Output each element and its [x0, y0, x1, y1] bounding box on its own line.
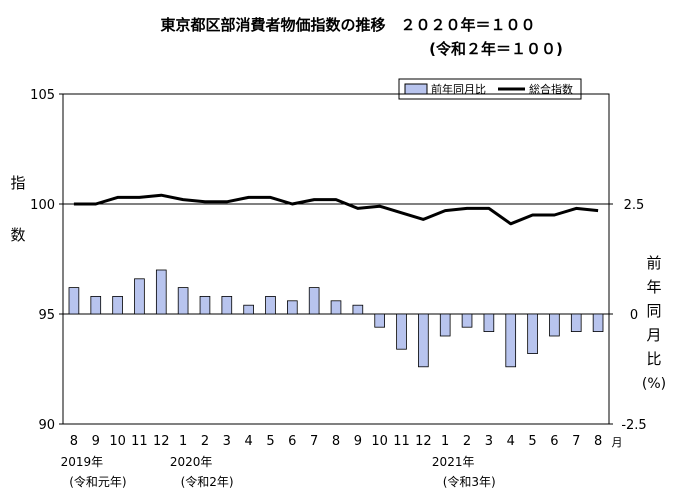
right-tick-label: 2.5 — [624, 198, 645, 213]
right-axis-title-2: 年 — [646, 278, 661, 296]
x-tick-label: 1 — [179, 434, 187, 449]
bar-yoy — [308, 287, 320, 315]
right-tick-label: -2.5 — [621, 418, 646, 433]
x-tick-label: 3 — [223, 434, 231, 449]
bar-yoy — [330, 300, 342, 315]
bar-yoy — [287, 300, 298, 315]
x-tick-label: 8 — [594, 434, 602, 449]
x-tick-label: 4 — [244, 434, 252, 449]
bar-yoy — [461, 313, 473, 328]
bar-yoy — [221, 295, 233, 315]
bar-yoy — [439, 313, 451, 337]
x-tick-label: 6 — [288, 434, 296, 449]
x-tick-label: 12 — [153, 434, 170, 449]
year-label: 2019年 — [61, 455, 104, 469]
right-axis-title-3: 同 — [646, 302, 661, 320]
bar-yoy — [112, 295, 123, 315]
x-tick-label: 1 — [441, 434, 449, 449]
legend-bar-swatch — [404, 83, 428, 95]
era-label: (令和元年) — [69, 474, 126, 489]
era-label: (令和3年) — [443, 474, 496, 489]
x-tick-label: 9 — [354, 434, 362, 449]
legend: 前年同月比 総合指数 — [398, 78, 582, 100]
year-label: 2020年 — [170, 455, 213, 469]
x-tick-label: 9 — [92, 434, 100, 449]
right-axis-title-5: 比 — [646, 350, 661, 368]
legend-bar-label: 前年同月比 — [431, 82, 486, 96]
bar-yoy — [199, 295, 211, 315]
x-axis-unit: 月 — [612, 436, 623, 449]
bar-yoy — [549, 313, 560, 337]
bar-yoy — [243, 304, 254, 315]
x-tick-label: 2 — [201, 434, 209, 449]
bar-yoy — [592, 313, 604, 333]
x-tick-label: 6 — [550, 434, 558, 449]
left-tick-label: 105 — [30, 88, 55, 103]
bar-yoy — [352, 304, 364, 315]
bar-yoy — [570, 313, 582, 333]
series-line-index — [73, 193, 599, 226]
x-tick-label: 5 — [528, 434, 536, 449]
bar-yoy — [505, 313, 517, 368]
bar-yoy — [68, 287, 80, 315]
x-tick-label: 12 — [415, 434, 432, 449]
x-tick-label: 7 — [572, 434, 580, 449]
bar-yoy — [90, 295, 102, 315]
x-tick-label: 8 — [70, 434, 78, 449]
x-tick-label: 10 — [109, 434, 126, 449]
bar-yoy — [396, 313, 407, 350]
bar-yoy — [155, 269, 167, 315]
left-tick-label: 90 — [38, 418, 55, 433]
right-axis-title-1: 前 — [646, 254, 661, 272]
bar-yoy — [134, 278, 145, 315]
bar-yoy — [374, 313, 385, 328]
x-tick-label: 3 — [485, 434, 493, 449]
bar-yoy — [418, 313, 429, 368]
left-axis-title-2: 数 — [10, 226, 25, 244]
left-tick-label: 95 — [38, 308, 55, 323]
x-tick-label: 5 — [266, 434, 274, 449]
x-tick-label: 11 — [393, 434, 410, 449]
x-tick-label: 10 — [371, 434, 388, 449]
chart-title-line2: (令和２年＝１００) — [429, 40, 563, 58]
legend-line-label: 総合指数 — [529, 82, 573, 96]
x-tick-label: 11 — [131, 434, 148, 449]
year-label: 2021年 — [432, 455, 475, 469]
x-tick-label: 2 — [463, 434, 471, 449]
bar-yoy — [265, 295, 276, 315]
x-tick-label: 4 — [507, 434, 515, 449]
bar-yoy — [527, 313, 538, 354]
left-axis-title-1: 指 — [10, 174, 25, 192]
plot-frame — [62, 93, 610, 425]
x-tick-label: 7 — [310, 434, 318, 449]
chart-title-line1: 東京都区部消費者物価指数の推移 ２０２０年＝１００ — [160, 16, 535, 34]
era-label: (令和2年) — [181, 474, 234, 489]
right-tick-label: 0 — [630, 308, 638, 323]
right-axis-title-4: 月 — [646, 326, 661, 344]
x-tick-label: 8 — [332, 434, 340, 449]
left-tick-label: 100 — [30, 198, 55, 213]
bar-yoy — [483, 313, 495, 333]
right-axis-title-6: (%) — [642, 376, 666, 392]
bar-yoy — [177, 287, 189, 315]
